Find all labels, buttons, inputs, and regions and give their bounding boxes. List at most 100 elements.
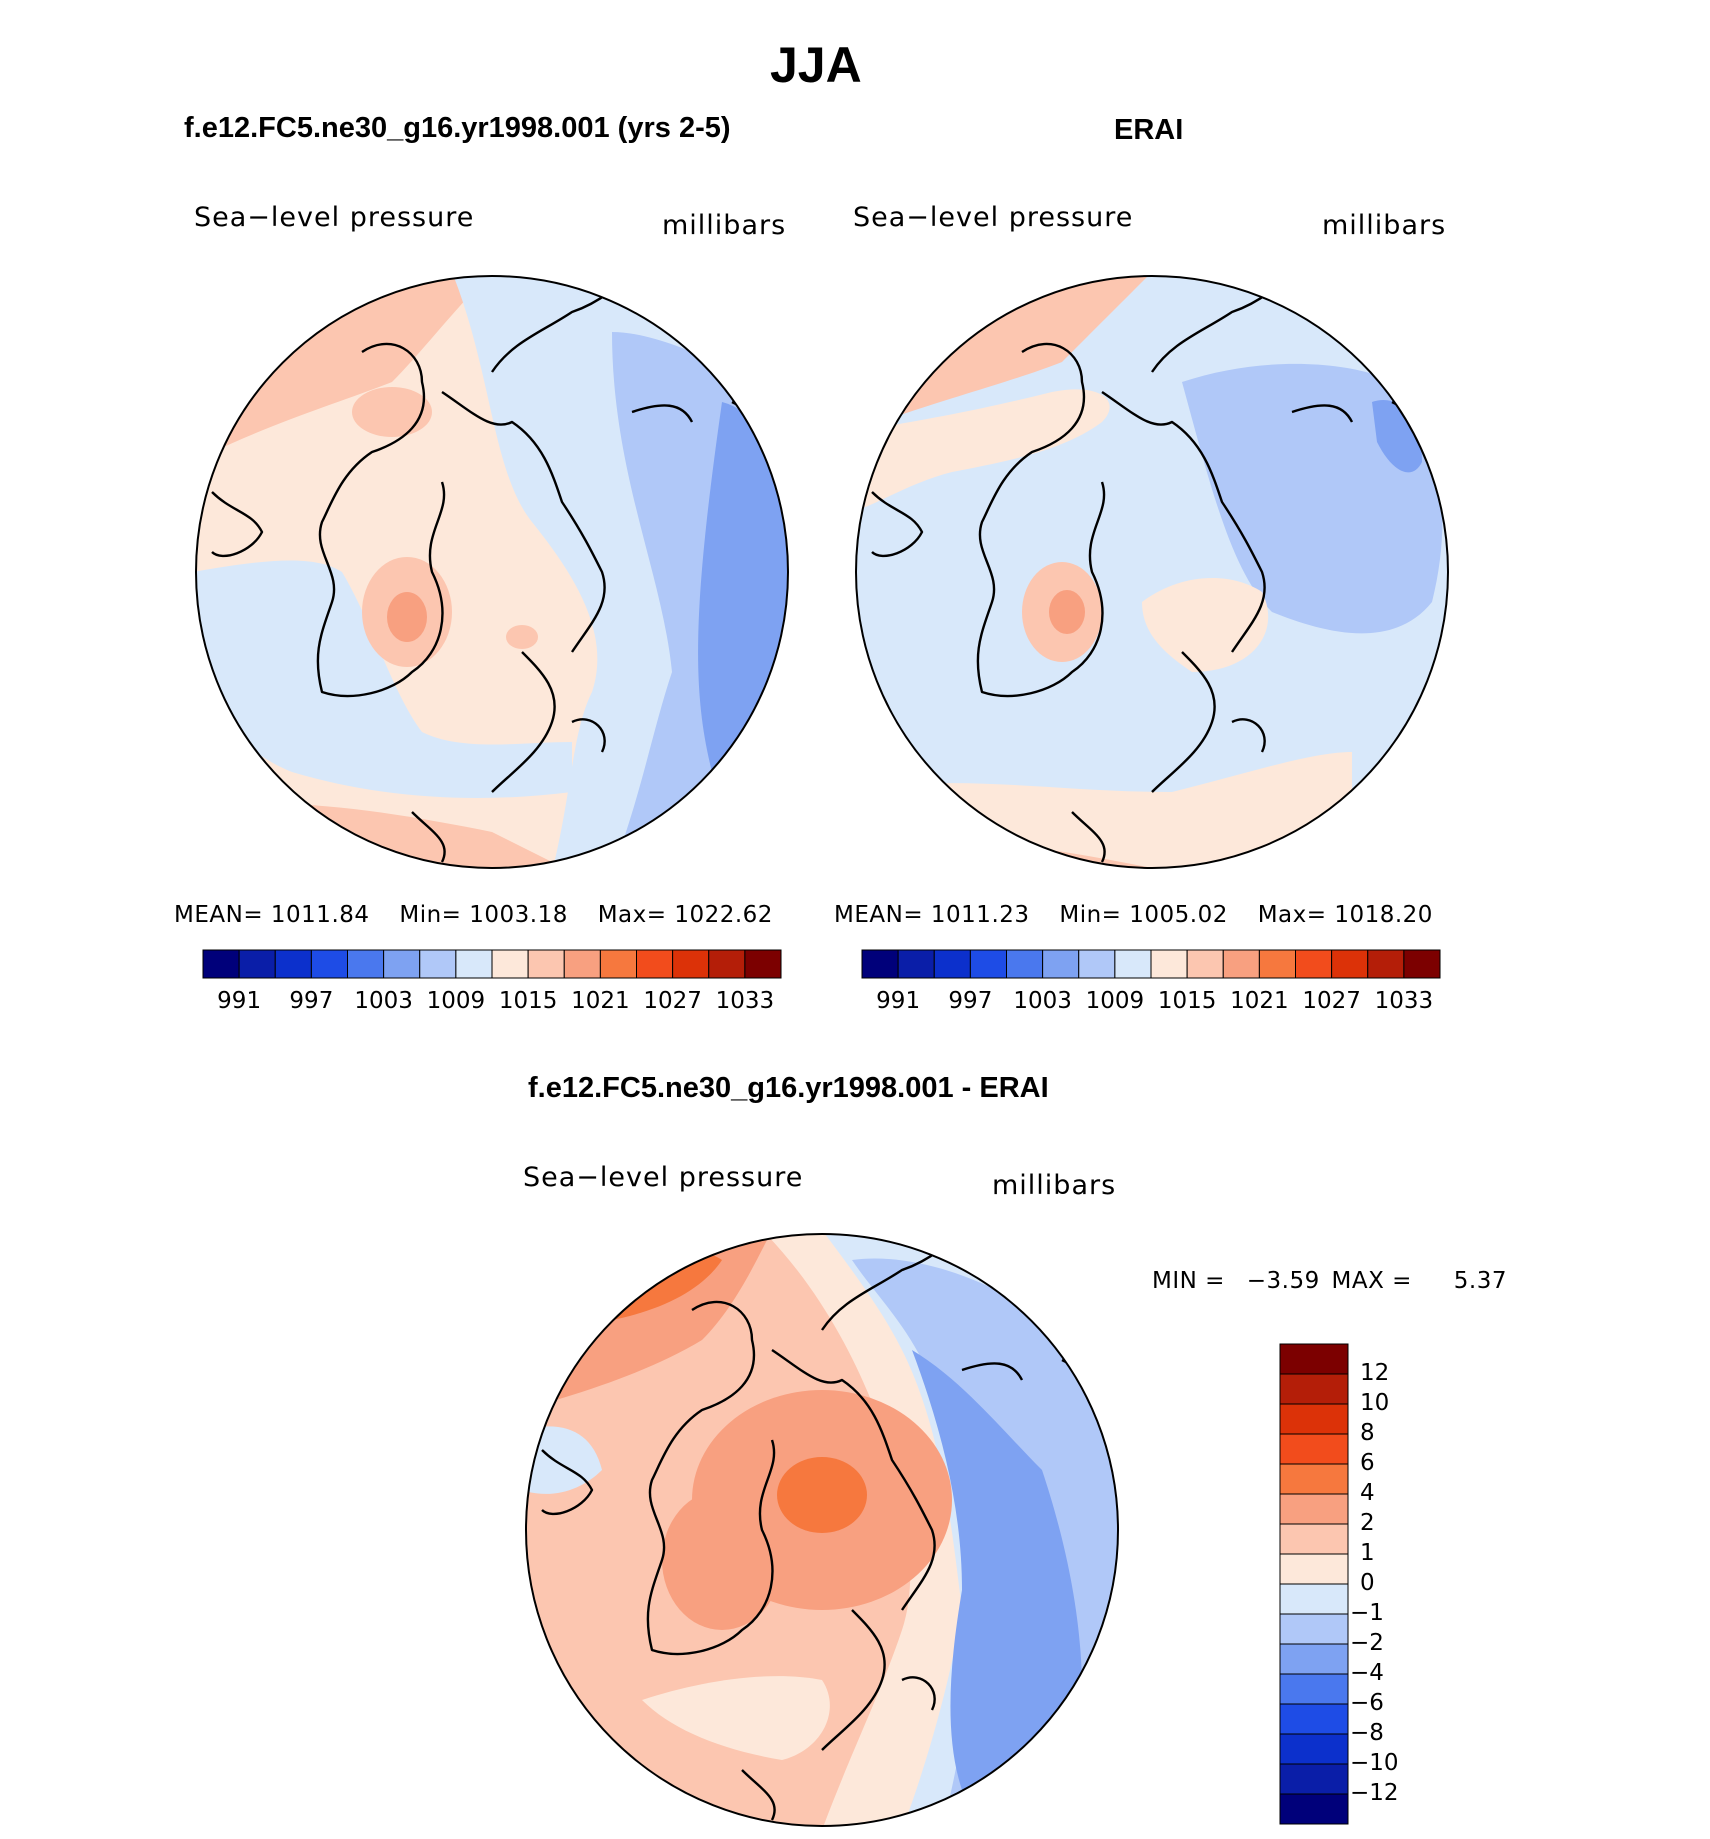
diff-colorbar-swatch xyxy=(1279,1673,1349,1705)
diff-colorbar-swatch xyxy=(1279,1523,1349,1555)
obs-panel-title: ERAI xyxy=(1114,114,1184,146)
model-colorbar-swatch xyxy=(383,949,421,979)
model-colorbar-swatch xyxy=(419,949,457,979)
obs-colorbar-swatch xyxy=(1222,949,1260,979)
obs-mean-value: 1011.23 xyxy=(930,902,1030,928)
obs-colorbar-swatch xyxy=(933,949,971,979)
obs-colorbar-tick-label: 1027 xyxy=(1302,988,1361,1014)
model-max-label: Max= xyxy=(597,902,667,928)
model-colorbar-swatch xyxy=(310,949,349,979)
obs-colorbar-swatch xyxy=(1042,949,1080,979)
diff-colorbar-swatch xyxy=(1279,1373,1349,1405)
diff-colorbar-swatch xyxy=(1279,1643,1349,1675)
diff-colorbar-ticks: 12 10 8 6 4 2 1 0 −1 −2 −4 −6 −8 −10 −12 xyxy=(1350,1344,1480,1824)
model-colorbar-swatch xyxy=(274,949,312,979)
diff-colorbar-swatch xyxy=(1279,1583,1349,1615)
model-colorbar-swatch xyxy=(347,949,385,979)
diff-colorbar-swatch xyxy=(1279,1433,1349,1465)
obs-colorbar-ticks: 991 997 1003 1009 1015 1021 1027 1033 xyxy=(862,988,1440,1018)
model-variable-label: Sea−level pressure xyxy=(194,202,475,233)
diff-colorbar-tick-label: −10 xyxy=(1350,1750,1399,1776)
diff-colorbar-tick-label: −1 xyxy=(1350,1600,1384,1626)
model-colorbar-tick-label: 1021 xyxy=(571,988,630,1014)
model-colorbar-swatch xyxy=(563,949,601,979)
diff-colorbar-swatch xyxy=(1279,1793,1349,1825)
obs-colorbar-tick-label: 1003 xyxy=(1013,988,1072,1014)
model-colorbar-ticks: 991 997 1003 1009 1015 1021 1027 1033 xyxy=(203,988,781,1018)
obs-colorbar-swatch xyxy=(1186,949,1224,979)
model-colorbar-tick-label: 1033 xyxy=(715,988,775,1014)
diff-min-value: −3.59 xyxy=(1246,1268,1320,1294)
obs-colorbar-swatch xyxy=(1367,949,1405,979)
obs-colorbar-tick-label: 1015 xyxy=(1157,988,1217,1014)
model-colorbar-swatch xyxy=(491,949,529,979)
obs-colorbar-swatch xyxy=(1258,949,1297,979)
obs-mean-label: MEAN= xyxy=(834,902,924,928)
diff-colorbar-swatch xyxy=(1279,1493,1349,1525)
model-mean-label: MEAN= xyxy=(174,902,264,928)
diff-colorbar-tick-label: −6 xyxy=(1350,1690,1384,1716)
diff-colorbar-swatch xyxy=(1279,1403,1349,1435)
obs-min-value: 1005.02 xyxy=(1129,902,1228,928)
model-colorbar-swatch xyxy=(599,949,638,979)
model-units-label: millibars xyxy=(662,210,787,241)
diff-colorbar-tick-label: 4 xyxy=(1360,1480,1375,1506)
diff-colorbar-tick-label: 1 xyxy=(1360,1540,1375,1566)
obs-polar-map xyxy=(855,275,1449,869)
obs-variable-label: Sea−level pressure xyxy=(853,202,1134,233)
model-colorbar-swatch xyxy=(527,949,565,979)
obs-units-label: millibars xyxy=(1322,210,1447,241)
model-min-value: 1003.18 xyxy=(469,902,568,928)
obs-colorbar-swatch xyxy=(1403,949,1441,979)
obs-colorbar xyxy=(861,949,1441,979)
obs-colorbar-swatch xyxy=(1078,949,1116,979)
diff-stats: MIN = −3.59 MAX = 5.37 xyxy=(1152,1268,1507,1294)
model-colorbar-swatch xyxy=(636,949,674,979)
model-stats: MEAN= 1011.84 Min= 1003.18 Max= 1022.62 xyxy=(174,902,773,928)
obs-colorbar-swatch xyxy=(969,949,1008,979)
model-colorbar-tick-label: 1027 xyxy=(643,988,702,1014)
diff-colorbar-tick-label: −12 xyxy=(1350,1780,1399,1806)
diff-colorbar-tick-label: −2 xyxy=(1350,1630,1384,1656)
diff-colorbar-tick-label: −8 xyxy=(1350,1720,1384,1746)
obs-colorbar-swatch xyxy=(1006,949,1044,979)
diff-colorbar-tick-label: 10 xyxy=(1360,1390,1390,1416)
diff-units-label: millibars xyxy=(992,1170,1117,1201)
model-colorbar-tick-label: 997 xyxy=(289,988,334,1014)
diff-colorbar-swatch xyxy=(1279,1733,1349,1765)
diff-variable-label: Sea−level pressure xyxy=(523,1162,804,1193)
obs-max-label: Max= xyxy=(1257,902,1327,928)
diff-colorbar-tick-label: 2 xyxy=(1360,1510,1375,1536)
model-colorbar-swatch xyxy=(238,949,276,979)
diff-colorbar-swatch xyxy=(1279,1343,1349,1375)
model-colorbar xyxy=(202,949,782,979)
diff-colorbar-tick-label: −4 xyxy=(1350,1660,1384,1686)
model-panel-title: f.e12.FC5.ne30_g16.yr1998.001 (yrs 2-5) xyxy=(184,112,731,144)
diff-max-label: MAX = xyxy=(1331,1268,1412,1294)
model-colorbar-swatch xyxy=(744,949,782,979)
obs-colorbar-swatch xyxy=(1331,949,1369,979)
model-colorbar-swatch xyxy=(202,949,240,979)
obs-colorbar-tick-label: 991 xyxy=(876,988,921,1014)
model-colorbar-tick-label: 1003 xyxy=(354,988,413,1014)
model-colorbar-tick-label: 1009 xyxy=(426,988,486,1014)
obs-colorbar-tick-label: 1033 xyxy=(1374,988,1434,1014)
diff-colorbar xyxy=(1279,1343,1349,1825)
diff-min-label: MIN = xyxy=(1152,1268,1225,1294)
model-min-label: Min= xyxy=(399,902,462,928)
model-colorbar-swatch xyxy=(708,949,746,979)
diff-panel-title: f.e12.FC5.ne30_g16.yr1998.001 - ERAI xyxy=(528,1072,1049,1104)
model-colorbar-tick-label: 991 xyxy=(217,988,262,1014)
diff-colorbar-tick-label: 6 xyxy=(1360,1450,1375,1476)
obs-colorbar-swatch xyxy=(861,949,899,979)
diff-colorbar-tick-label: 8 xyxy=(1360,1420,1375,1446)
obs-stats: MEAN= 1011.23 Min= 1005.02 Max= 1018.20 xyxy=(834,902,1433,928)
diff-polar-map xyxy=(525,1233,1119,1827)
model-colorbar-swatch xyxy=(455,949,493,979)
model-colorbar-tick-label: 1015 xyxy=(498,988,558,1014)
model-polar-map xyxy=(195,275,789,869)
diff-colorbar-tick-label: 12 xyxy=(1360,1360,1390,1386)
model-colorbar-swatch xyxy=(672,949,710,979)
obs-colorbar-tick-label: 997 xyxy=(948,988,993,1014)
obs-colorbar-tick-label: 1021 xyxy=(1230,988,1289,1014)
